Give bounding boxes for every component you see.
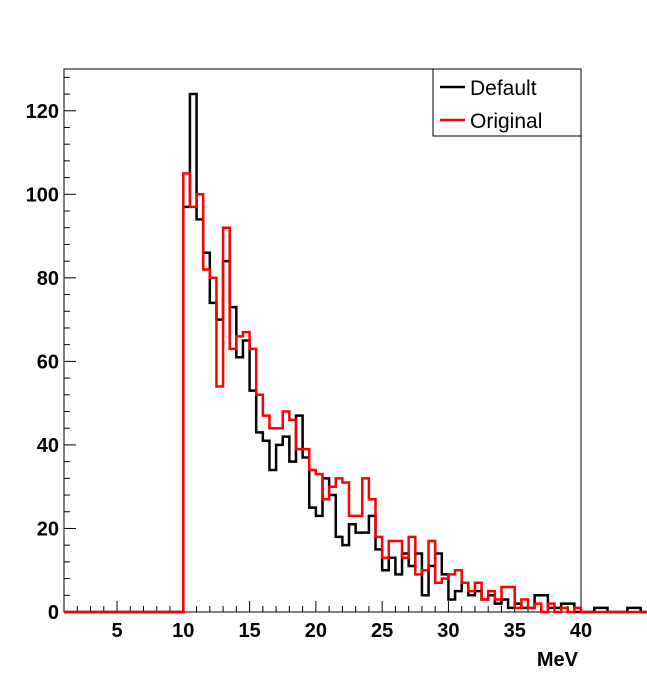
y-tick-label: 20 <box>37 518 59 540</box>
x-tick-label: 40 <box>570 620 592 642</box>
legend-box <box>432 68 582 137</box>
y-tick-label: 120 <box>26 101 59 123</box>
series-line-default <box>64 92 647 614</box>
axes: 5 10 15 20 25 30 35 40 0 20 40 60 80 100 120 <box>26 76 592 642</box>
legend: Default Original <box>432 68 582 137</box>
y-tick-label: 40 <box>37 435 59 457</box>
plot-frame <box>63 68 582 613</box>
y-tick-label: 80 <box>37 268 59 290</box>
y-tick-label: 100 <box>26 184 59 206</box>
x-tick-label: 5 <box>111 620 122 642</box>
legend-label-default: Default <box>470 77 537 100</box>
x-axis-title: MeV <box>537 649 579 671</box>
x-tick-label: 20 <box>305 620 327 642</box>
y-tick-label: 0 <box>48 602 59 624</box>
x-tick-label: 15 <box>238 620 260 642</box>
y-tick-label: 60 <box>37 351 59 373</box>
x-tick-label: 25 <box>371 620 393 642</box>
x-tick-label: 10 <box>172 620 194 642</box>
legend-label-original: Original <box>470 110 542 133</box>
series-line-original <box>64 172 647 614</box>
x-tick-label: 35 <box>504 620 526 642</box>
x-tick-label: 30 <box>437 620 459 642</box>
series-layer <box>64 92 647 614</box>
